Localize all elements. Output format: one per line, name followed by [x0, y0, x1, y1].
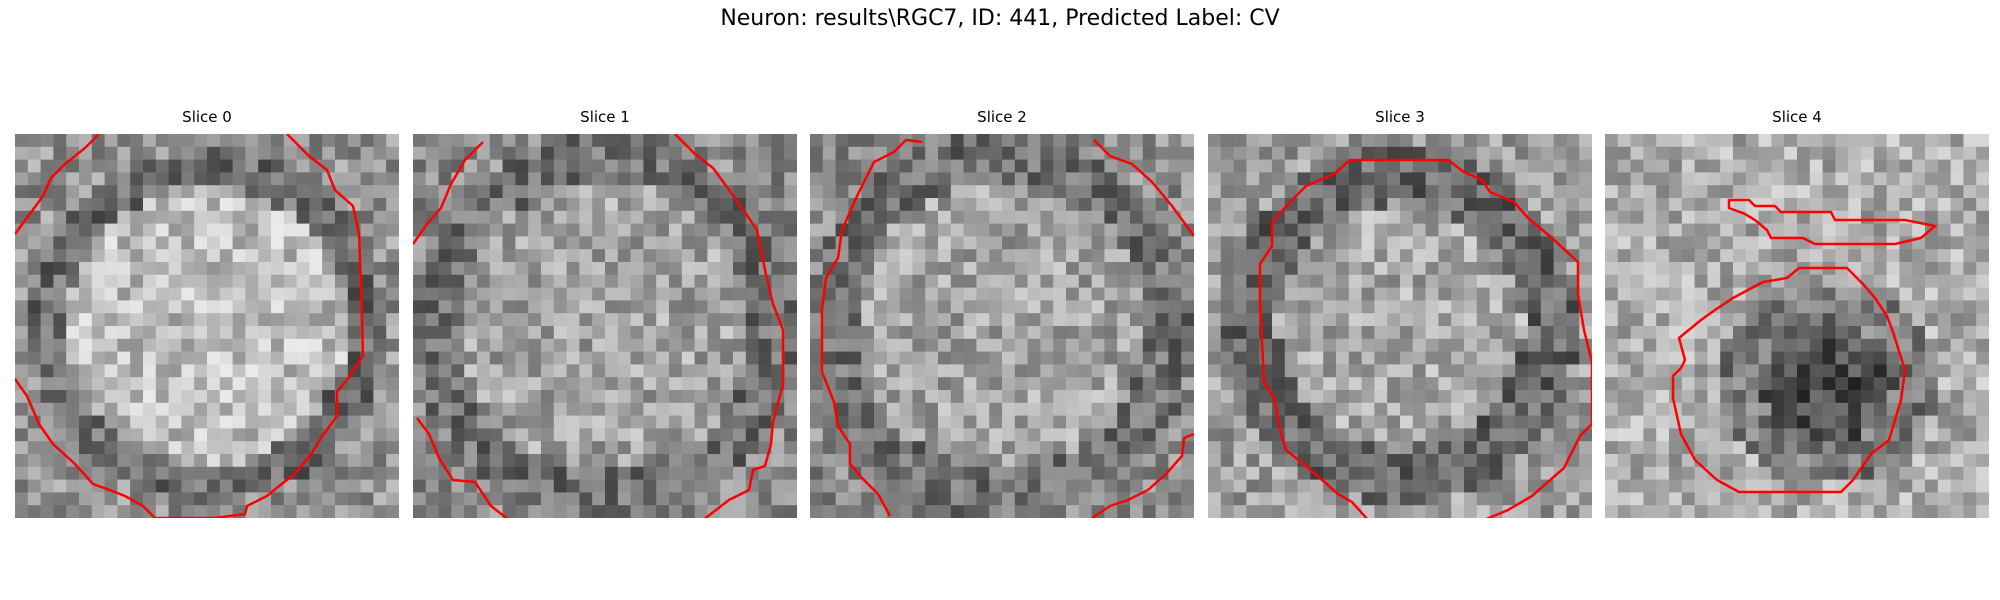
contour-line — [416, 417, 509, 518]
contour-line — [1727, 198, 1938, 246]
slice-title: Slice 4 — [1772, 108, 1822, 126]
contour-line — [15, 378, 215, 518]
contour-line — [674, 134, 785, 518]
contour-line — [1093, 139, 1194, 237]
slice-image — [413, 134, 797, 518]
contour-line — [214, 134, 365, 518]
contour-line — [413, 141, 484, 245]
slice-title: Slice 0 — [182, 108, 232, 126]
contour-line — [1671, 266, 1907, 494]
contour-line — [1258, 158, 1592, 518]
slice-image — [1208, 134, 1592, 518]
figure-title: Neuron: results\RGC7, ID: 441, Predicted… — [720, 6, 1280, 31]
slice-title: Slice 2 — [977, 108, 1027, 126]
slice-image — [810, 134, 1194, 518]
slice-image — [1605, 134, 1989, 518]
slice-image — [15, 134, 399, 518]
slice-title: Slice 3 — [1375, 108, 1425, 126]
contour-line — [15, 134, 100, 235]
contour-line — [820, 138, 923, 517]
contour-line — [1091, 432, 1194, 518]
slice-title: Slice 1 — [580, 108, 630, 126]
